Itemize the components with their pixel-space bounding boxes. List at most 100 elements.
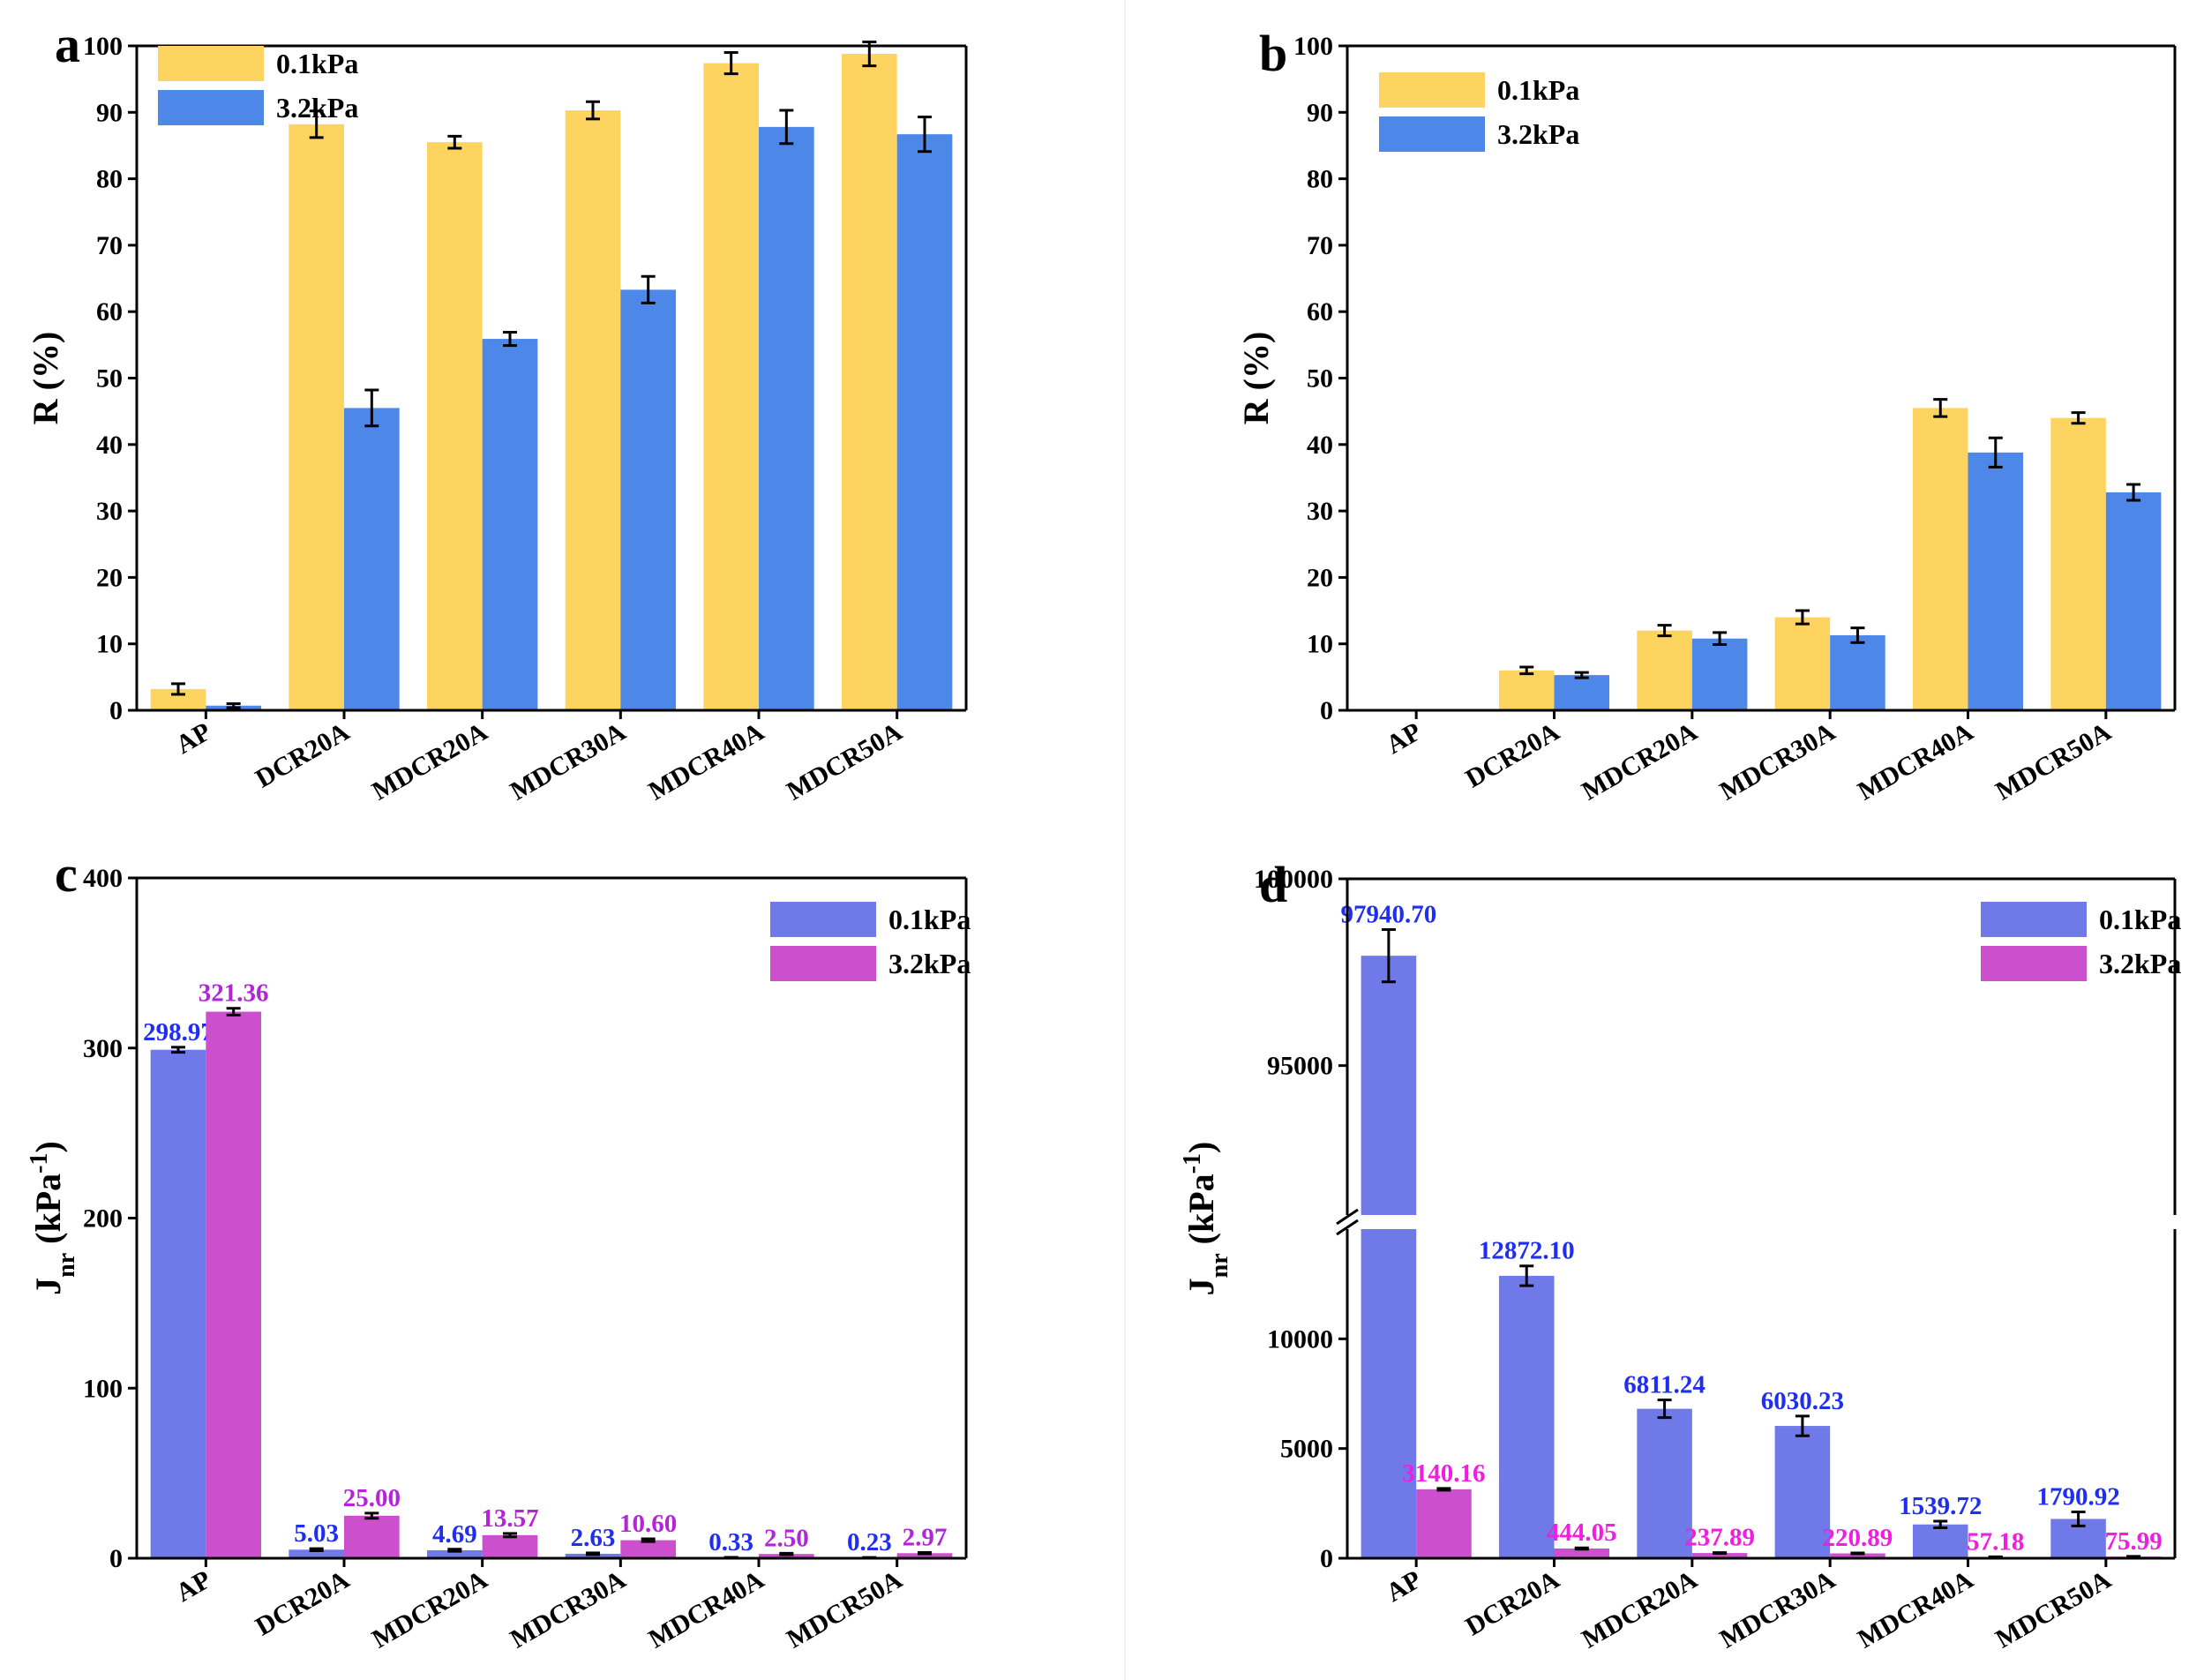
y-tick-label: 50 [96, 364, 123, 394]
x-tick-label: AP [1382, 1564, 1427, 1608]
bar-0.1kPa-MDCR20A [1637, 1408, 1692, 1558]
y-tick-label: 50 [1307, 364, 1333, 394]
y-tick-label: 10 [96, 630, 123, 659]
bar-3.2kPa-MDCR20A [482, 339, 538, 710]
y-tick-label: 90 [1307, 98, 1333, 127]
data-label: 25.00 [343, 1484, 401, 1512]
x-tick-label: AP [171, 1564, 216, 1608]
y-tick-label: 10000 [1267, 1324, 1333, 1354]
bar-3.2kPa-MDCR30A [1830, 1553, 1885, 1558]
axis-break-mark [1336, 1219, 1359, 1236]
axis-break-mark [1336, 1208, 1359, 1226]
data-label: 2.97 [903, 1524, 948, 1552]
x-tick-label: MDCR30A [1715, 1564, 1840, 1654]
y-axis-title-sup: -1 [26, 1153, 53, 1174]
bar-0.1kPa-DCR20A [1498, 1275, 1555, 1558]
data-label: 6811.24 [1623, 1371, 1705, 1399]
panel-a: AP DCR20A MDCR20A MDCR30A MDCR40A MDCR50A 0 10 2… [26, 16, 968, 806]
y-tick-label: 40 [96, 431, 123, 460]
bar-3.2kPa-MDCR30A [620, 289, 676, 710]
data-label: 444.05 [1547, 1519, 1617, 1547]
data-label: 1790.92 [2036, 1483, 2119, 1511]
bar-0.1kPa-MDCR30A [1774, 1426, 1831, 1558]
data-label: 2.63 [571, 1524, 616, 1552]
data-label: 12872.10 [1479, 1237, 1575, 1265]
y-tick-label: 95000 [1267, 1052, 1333, 1081]
bar-0.1kPa-MDCR50A [2050, 417, 2106, 710]
panel-letter: d [1259, 856, 1287, 913]
y-axis-title: Jnr (kPa-1) [26, 1141, 80, 1295]
y-tick-label: 80 [1307, 165, 1333, 194]
bar-0.1kPa-DCR20A [289, 1549, 344, 1558]
x-tick-label: MDCR50A [782, 716, 907, 806]
legend: 0.1kPa 3.2kPa [1981, 902, 2181, 981]
bar-0.1kPa-MDCR30A [565, 1553, 621, 1558]
bar-0.1kPa-AP [150, 1049, 206, 1558]
bar-3.2kPa-MDCR50A [896, 1553, 953, 1558]
bar-0.1kPa-MDCR20A [1637, 630, 1692, 710]
y-tick-label: 300 [83, 1034, 123, 1063]
bar-3.2kPa-MDCR30A [1830, 634, 1885, 710]
bar-3.2kPa-MDCR40A [1968, 452, 2024, 710]
data-label: 321.36 [199, 979, 269, 1008]
y-tick-label: 100 [1293, 32, 1333, 61]
x-tick-label: MDCR40A [643, 1564, 768, 1654]
bar-0.1kPa-AP [1361, 1229, 1417, 1558]
bar-3.2kPa-AP [206, 1011, 261, 1558]
bar-0.1kPa-MDCR30A [1774, 617, 1831, 710]
y-tick-label: 5000 [1280, 1435, 1333, 1464]
bar-0.1kPa-MDCR40A [1912, 408, 1968, 710]
bar-3.2kPa-MDCR50A [2105, 492, 2162, 710]
x-tick-label: MDCR30A [506, 716, 631, 806]
x-tick-label: DCR20A [1460, 1564, 1564, 1641]
legend-swatch-3.2kPa [1981, 946, 2087, 981]
x-tick-label: MDCR40A [1853, 1564, 1978, 1654]
panel-letter: a [55, 16, 80, 73]
legend-swatch-0.1kPa [1379, 72, 1485, 108]
legend-label: 0.1kPa [2099, 904, 2181, 935]
x-tick-label: MDCR20A [367, 716, 492, 806]
y-tick-label: 30 [96, 497, 123, 526]
y-tick-label: 70 [1307, 231, 1333, 260]
y-axis-title-sub: nr [53, 1253, 80, 1278]
y-tick-label: 40 [1307, 431, 1333, 460]
legend-label: 0.1kPa [888, 904, 971, 935]
bar-3.2kPa-MDCR40A [759, 1554, 814, 1558]
data-label: 298.97 [143, 1018, 214, 1046]
data-label: 0.33 [708, 1528, 753, 1556]
y-tick-label: 80 [96, 165, 123, 194]
legend: 0.1kPa 3.2kPa [158, 46, 358, 125]
bar-0.1kPa-MDCR30A [565, 110, 621, 710]
y-axis-title-unit: (kPa [1181, 1174, 1221, 1253]
y-tick-label: 60 [96, 297, 123, 326]
legend-swatch-0.1kPa [158, 46, 264, 81]
y-axis-title: R (%) [26, 332, 65, 425]
bar-3.2kPa-MDCR20A [1691, 638, 1748, 710]
data-label: 57.18 [1967, 1527, 2024, 1556]
legend-label: 0.1kPa [276, 48, 358, 79]
bar-upper-0.1kPa-AP [1361, 956, 1417, 1215]
y-axis-title-main: J [1181, 1278, 1221, 1295]
bar-3.2kPa-DCR20A [344, 1515, 400, 1558]
bar-3.2kPa-DCR20A [1554, 675, 1610, 710]
y-tick-label: 70 [96, 231, 123, 260]
legend-swatch-0.1kPa [770, 902, 876, 937]
bar-0.1kPa-DCR20A [289, 124, 344, 710]
legend-label: 3.2kPa [888, 948, 971, 979]
x-tick-label: MDCR50A [782, 1564, 907, 1654]
data-label: 220.89 [1823, 1524, 1893, 1552]
panel-b: AP DCR20A MDCR20A MDCR30A MDCR40A MDCR50A 0 10 2… [1236, 25, 2177, 806]
x-tick-label: DCR20A [251, 1564, 355, 1641]
data-label: 3140.16 [1402, 1459, 1485, 1488]
y-tick-label: 30 [1307, 497, 1333, 526]
bar-0.1kPa-MDCR20A [427, 142, 483, 710]
bar-3.2kPa-DCR20A [1554, 1548, 1610, 1558]
bar-0.1kPa-MDCR50A [842, 54, 897, 710]
y-tick-label: 100 [83, 1374, 123, 1403]
y-tick-label: 100 [83, 32, 123, 61]
x-tick-label: MDCR20A [367, 1564, 492, 1654]
bar-0.1kPa-MDCR20A [427, 1549, 483, 1558]
bar-3.2kPa-DCR20A [344, 408, 400, 710]
y-axis-title-main: J [28, 1278, 68, 1295]
